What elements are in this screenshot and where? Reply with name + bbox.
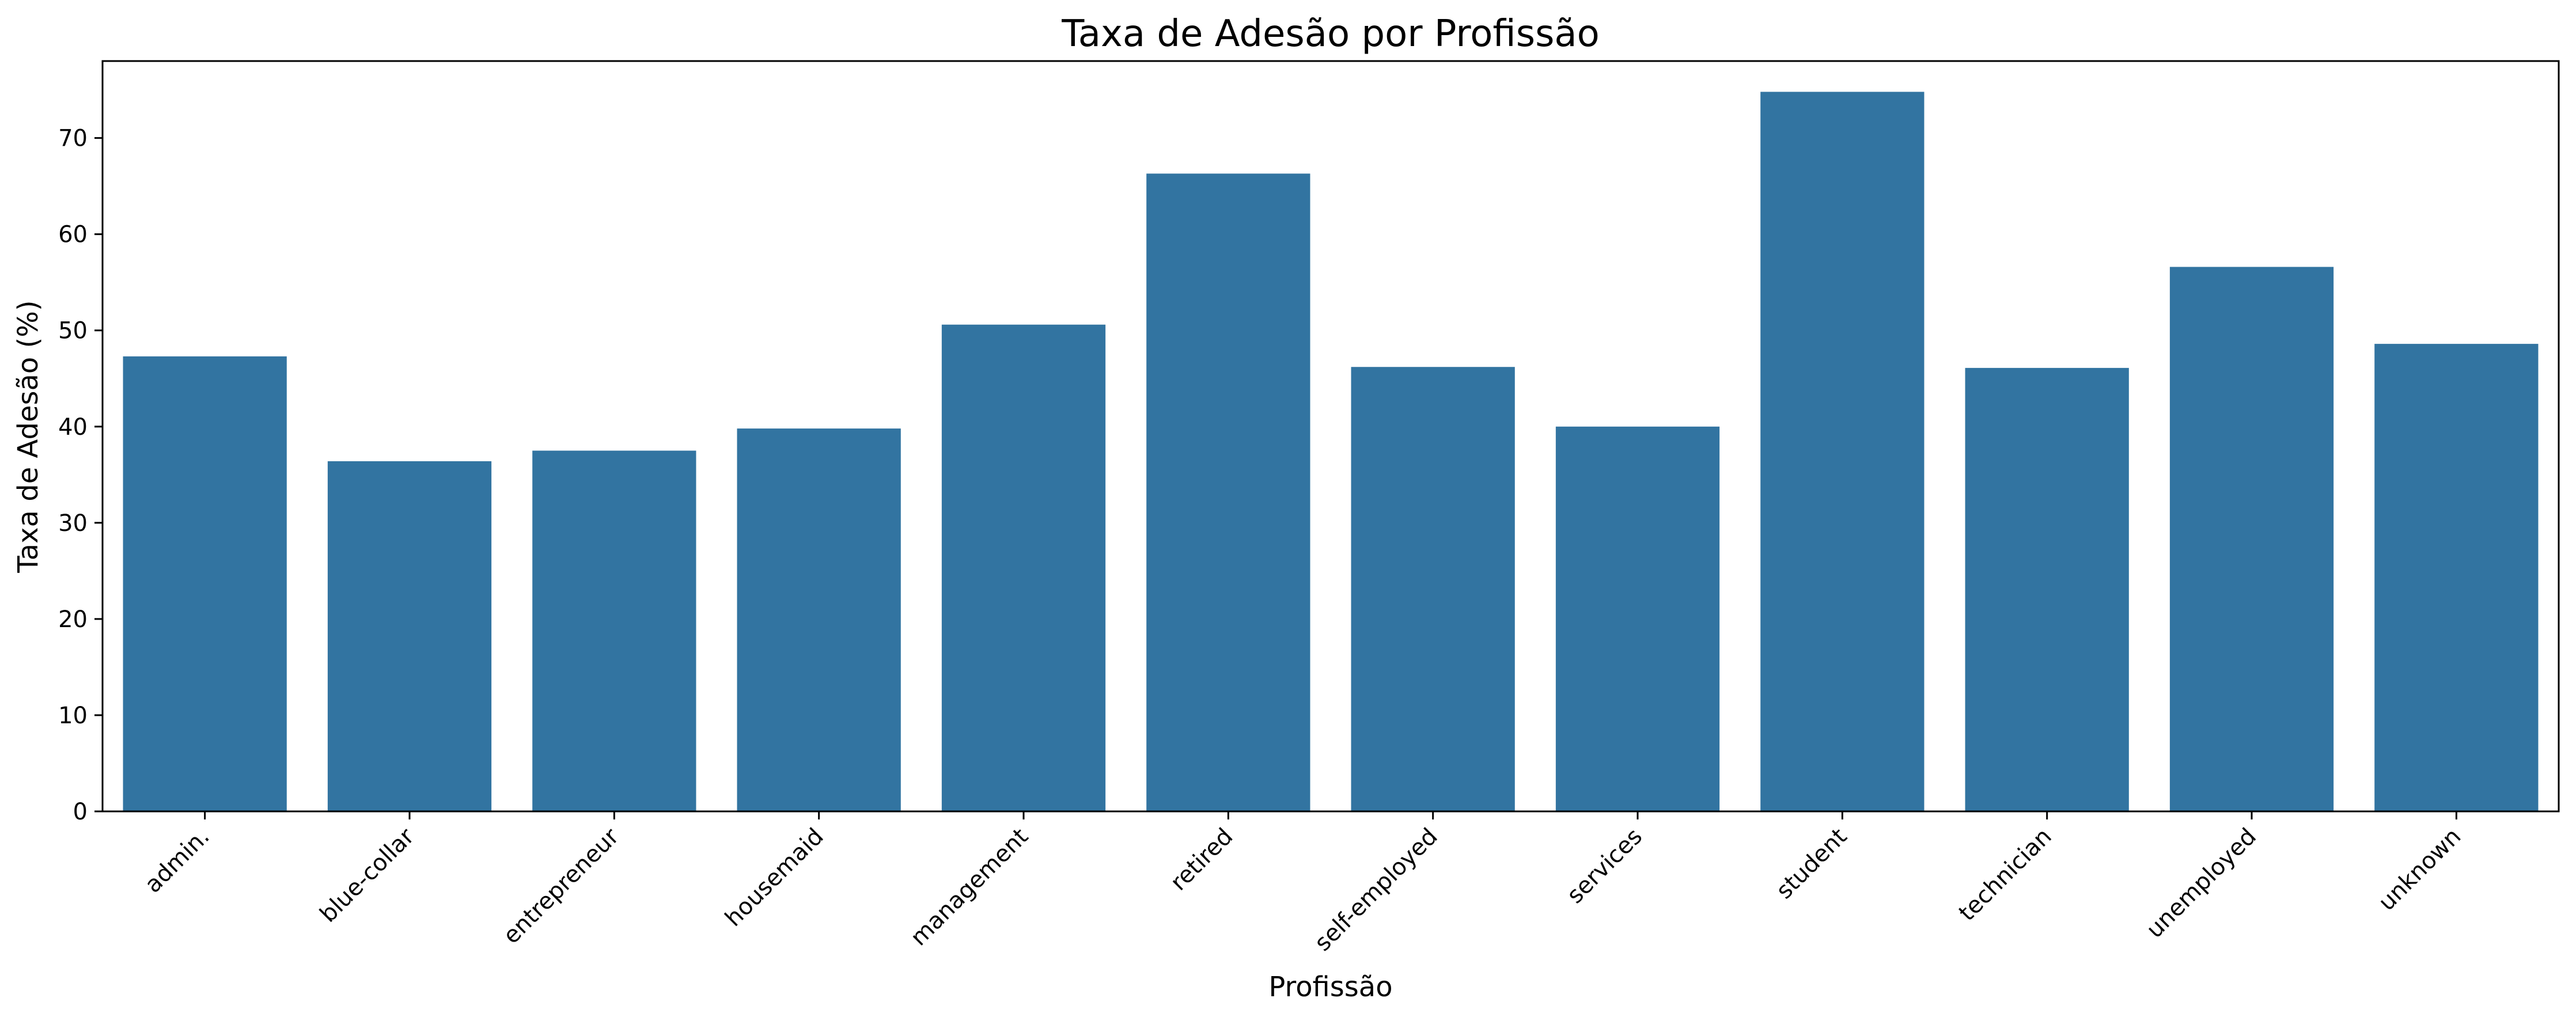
bar [2169, 267, 2334, 811]
bars-group [123, 92, 2539, 812]
y-tick-label: 10 [58, 703, 88, 729]
bar [327, 461, 492, 811]
bar [1555, 426, 1720, 811]
y-axis-label: Taxa de Adesão (%) [12, 300, 44, 573]
bar [532, 450, 696, 811]
x-tick-label: self-employed [1309, 823, 1442, 957]
x-tick-label: entrepreneur [498, 823, 624, 949]
x-tick-label: unknown [2373, 823, 2466, 916]
plot-frame [101, 60, 2560, 813]
bar [1965, 367, 2129, 811]
bar [737, 428, 901, 811]
y-tick-label: 50 [58, 318, 88, 344]
x-tick-label: technician [1954, 823, 2057, 927]
bar [1760, 92, 1925, 811]
x-tick-label: unemployed [2142, 823, 2262, 944]
y-tick-label: 70 [58, 126, 88, 152]
y-axis: 0 10 20 30 40 50 60 70 [58, 126, 103, 825]
bar [941, 324, 1106, 811]
y-tick-label: 0 [73, 799, 88, 825]
chart-title: Taxa de Adesão por Profissão [1061, 13, 1600, 55]
y-tick-label: 30 [58, 510, 88, 537]
x-axis-label: Profissão [1268, 971, 1392, 1003]
x-tick-label: student [1771, 823, 1853, 905]
x-axis: admin. blue-collar entrepreneur housemaid ma… [140, 811, 2466, 957]
x-tick-label: management [906, 823, 1033, 951]
y-tick-label: 40 [58, 414, 88, 441]
bar [1146, 173, 1310, 812]
y-tick-label: 60 [58, 222, 88, 248]
x-tick-label: blue-collar [315, 823, 420, 928]
x-tick-label: housemaid [720, 823, 829, 932]
bar [123, 356, 287, 811]
bar [2374, 344, 2539, 811]
x-tick-label: retired [1165, 823, 1238, 896]
y-tick-label: 20 [58, 606, 88, 633]
x-tick-label: admin. [140, 823, 215, 898]
x-tick-label: services [1562, 823, 1647, 909]
bar [1351, 367, 1515, 811]
